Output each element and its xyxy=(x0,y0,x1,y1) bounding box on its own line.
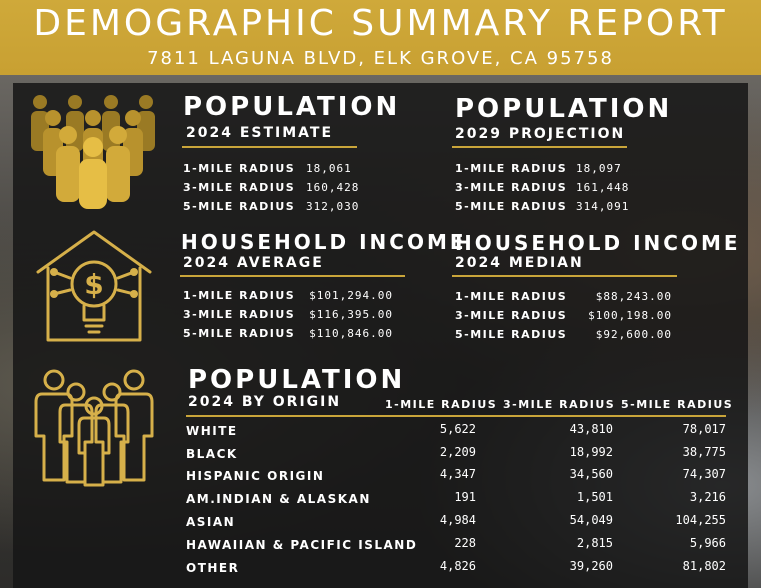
origin-row-value: 38,775 xyxy=(682,445,726,459)
origin-row-value: 2,209 xyxy=(439,445,476,459)
population-2024-rule xyxy=(182,146,357,148)
origin-row-value: 104,255 xyxy=(675,513,726,527)
income-median-row-value: $92,600.00 xyxy=(595,328,672,341)
income-average-rule xyxy=(180,275,405,277)
income-median-subtitle: 2024 MEDIAN xyxy=(455,255,584,271)
population-2029-row-value: 314,091 xyxy=(576,200,630,213)
income-average-subtitle: 2024 AVERAGE xyxy=(183,255,324,271)
origin-subtitle: 2024 BY ORIGIN xyxy=(188,394,342,410)
income-average-row-label: 1-MILE RADIUS xyxy=(183,289,296,302)
people-group-icon xyxy=(31,95,155,209)
origin-row-label: AM.INDIAN & ALASKAN xyxy=(186,492,371,506)
origin-row-value: 191 xyxy=(454,490,476,504)
svg-text:$: $ xyxy=(84,268,103,301)
income-median-row-label: 1-MILE RADIUS xyxy=(455,290,568,303)
income-average-title: HOUSEHOLD INCOME xyxy=(181,230,467,254)
population-2024-row-label: 5-MILE RADIUS xyxy=(183,200,296,213)
population-2024-row-label: 1-MILE RADIUS xyxy=(183,162,296,175)
income-median-rule xyxy=(452,275,677,277)
population-2029-row-label: 5-MILE RADIUS xyxy=(455,200,568,213)
origin-row-value: 4,347 xyxy=(439,467,476,481)
origin-row-label: WHITE xyxy=(186,424,238,438)
income-average-row-value: $116,395.00 xyxy=(309,308,393,321)
origin-row-value: 34,560 xyxy=(569,467,613,481)
house-income-icon: $ xyxy=(36,230,152,342)
population-2024-subtitle: 2024 ESTIMATE xyxy=(186,125,334,141)
origin-row-label: HISPANIC ORIGIN xyxy=(186,469,325,483)
origin-column-header: 1-MILE RADIUS xyxy=(385,398,498,411)
origin-row-value: 74,307 xyxy=(682,467,726,481)
origin-row-value: 5,966 xyxy=(689,536,726,550)
population-2029-row-label: 3-MILE RADIUS xyxy=(455,181,568,194)
origin-row-value: 3,216 xyxy=(689,490,726,504)
population-2029-title: POPULATION xyxy=(455,94,673,124)
origin-row-value: 1,501 xyxy=(576,490,613,504)
origin-row-value: 228 xyxy=(454,536,476,550)
income-median-row-value: $100,198.00 xyxy=(588,309,672,322)
origin-row-label: OTHER xyxy=(186,561,240,575)
origin-row-value: 54,049 xyxy=(569,513,613,527)
report-address: 7811 LAGUNA BLVD, ELK GROVE, CA 95758 xyxy=(147,48,614,69)
origin-row-label: HAWAIIAN & PACIFIC ISLAND xyxy=(186,538,418,552)
income-average-row-value: $101,294.00 xyxy=(309,289,393,302)
origin-row-value: 18,992 xyxy=(569,445,613,459)
origin-row-value: 78,017 xyxy=(682,422,726,436)
family-group-icon xyxy=(34,369,154,487)
population-2029-rule xyxy=(452,146,627,148)
income-average-row-value: $110,846.00 xyxy=(309,327,393,340)
origin-row-value: 4,826 xyxy=(439,559,476,573)
population-2029-subtitle: 2029 PROJECTION xyxy=(455,126,626,142)
income-average-row-label: 5-MILE RADIUS xyxy=(183,327,296,340)
population-2029-row-label: 1-MILE RADIUS xyxy=(455,162,568,175)
origin-row-value: 2,815 xyxy=(576,536,613,550)
origin-column-header: 5-MILE RADIUS xyxy=(621,398,734,411)
population-2024-row-value: 18,061 xyxy=(306,162,352,175)
income-median-row-label: 3-MILE RADIUS xyxy=(455,309,568,322)
population-2024-row-value: 160,428 xyxy=(306,181,360,194)
origin-row-value: 81,802 xyxy=(682,559,726,573)
report-title: DEMOGRAPHIC SUMMARY REPORT xyxy=(33,3,728,44)
origin-row-value: 4,984 xyxy=(439,513,476,527)
population-2024-row-label: 3-MILE RADIUS xyxy=(183,181,296,194)
income-average-row-label: 3-MILE RADIUS xyxy=(183,308,296,321)
origin-rule xyxy=(186,415,726,417)
origin-title: POPULATION xyxy=(188,365,406,395)
origin-row-label: BLACK xyxy=(186,447,238,461)
population-2029-row-value: 18,097 xyxy=(576,162,622,175)
income-median-row-value: $88,243.00 xyxy=(595,290,672,303)
income-median-title: HOUSEHOLD INCOME xyxy=(455,231,741,255)
origin-row-value: 39,260 xyxy=(569,559,613,573)
origin-row-value: 43,810 xyxy=(569,422,613,436)
income-median-row-label: 5-MILE RADIUS xyxy=(455,328,568,341)
origin-column-header: 3-MILE RADIUS xyxy=(503,398,616,411)
origin-row-label: ASIAN xyxy=(186,515,236,529)
header-band: DEMOGRAPHIC SUMMARY REPORT 7811 LAGUNA B… xyxy=(0,0,761,75)
population-2029-row-value: 161,448 xyxy=(576,181,630,194)
population-2024-title: POPULATION xyxy=(183,92,401,122)
population-2024-row-value: 312,030 xyxy=(306,200,360,213)
origin-row-value: 5,622 xyxy=(439,422,476,436)
